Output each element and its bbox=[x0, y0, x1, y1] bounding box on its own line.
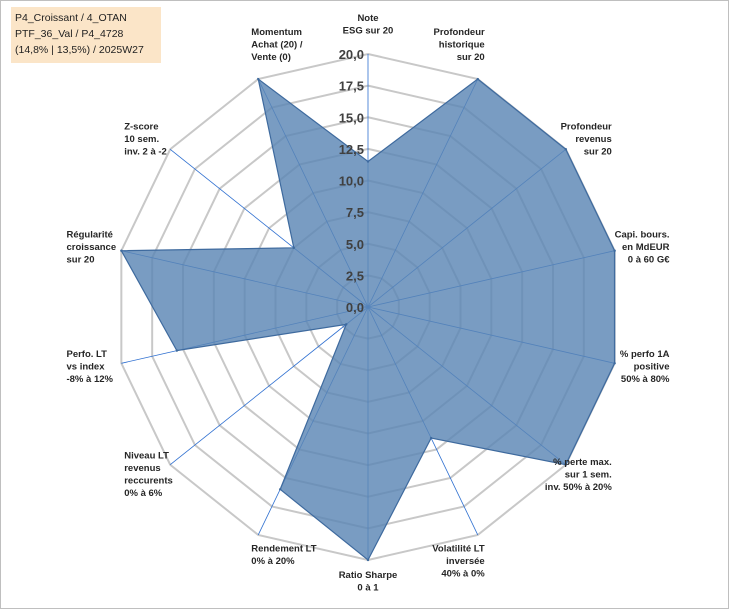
category-label: ESG sur 20 bbox=[343, 26, 394, 37]
category-label: Z-score bbox=[124, 122, 158, 133]
data-point bbox=[429, 436, 433, 440]
category-label: Achat (20) / bbox=[251, 40, 303, 51]
data-point bbox=[564, 463, 568, 466]
data-point bbox=[564, 148, 568, 151]
category-label: Niveau LT bbox=[124, 451, 169, 462]
category-label: croissance bbox=[66, 242, 116, 253]
tick-label: 2,5 bbox=[346, 268, 364, 283]
category-label: Rendement LT bbox=[251, 543, 316, 554]
category-label: Profondeur bbox=[434, 27, 485, 38]
category-label: inv. 50% à 20% bbox=[545, 482, 612, 493]
category-label: historique bbox=[439, 40, 485, 51]
data-point bbox=[613, 249, 616, 252]
category-label: % perte max. bbox=[553, 457, 612, 468]
title-line-3: (14,8% | 13,5%) / 2025W27 bbox=[15, 44, 144, 56]
category-label: sur 20 bbox=[584, 147, 612, 158]
category-label: vs index bbox=[66, 362, 105, 373]
axis-spoke bbox=[169, 306, 369, 466]
tick-label: 15,0 bbox=[339, 110, 364, 125]
category-label: sur 20 bbox=[66, 254, 94, 265]
category-label: -8% à 12% bbox=[66, 374, 113, 385]
category-label: Volatilité LT bbox=[432, 543, 485, 554]
radar-series bbox=[120, 77, 616, 562]
category-label: Profondeur bbox=[561, 122, 612, 133]
category-label: Note bbox=[357, 13, 378, 24]
category-label: positive bbox=[634, 362, 670, 373]
category-label: 0% à 6% bbox=[124, 488, 163, 499]
tick-label: 17,5 bbox=[339, 79, 364, 94]
category-label: 0 à 1 bbox=[357, 583, 379, 594]
data-point bbox=[175, 349, 179, 352]
data-point bbox=[366, 558, 370, 562]
category-label: reccurents bbox=[124, 476, 173, 487]
category-label: revenus bbox=[124, 463, 160, 474]
data-point bbox=[345, 323, 348, 326]
category-label: inversée bbox=[446, 556, 485, 567]
category-label: sur 1 sem. bbox=[565, 469, 612, 480]
category-label: Perfo. LT bbox=[66, 349, 107, 360]
title-line-2: PTF_36_Val / P4_4728 bbox=[15, 28, 124, 40]
category-label: % perfo 1A bbox=[620, 349, 670, 360]
category-label: 50% à 80% bbox=[621, 374, 670, 385]
category-label: Capi. bours. bbox=[615, 229, 670, 240]
tick-label: 20,0 bbox=[339, 47, 364, 62]
category-label: 10 sem. bbox=[124, 134, 159, 145]
data-point bbox=[257, 77, 260, 81]
category-label: Régularité bbox=[66, 229, 112, 240]
data-point bbox=[613, 362, 616, 365]
category-label: revenus bbox=[575, 134, 611, 145]
data-point bbox=[476, 77, 479, 81]
radial-tick-labels: 0,0 2,5 5,0 7,5 10,0 12,5 15,0 17,5 20,0 bbox=[339, 47, 364, 315]
category-label: 0 à 60 G€ bbox=[628, 254, 670, 265]
category-label: Ratio Sharpe bbox=[339, 570, 398, 581]
category-label: en MdEUR bbox=[622, 242, 670, 253]
tick-label: 7,5 bbox=[346, 205, 364, 220]
category-label: 0% à 20% bbox=[251, 556, 295, 567]
data-point bbox=[278, 488, 282, 491]
category-label: Vente (0) bbox=[251, 52, 291, 63]
title-line-1: P4_Croissant / 4_OTAN bbox=[15, 12, 127, 24]
category-label: inv. 2 à -2 bbox=[124, 147, 167, 158]
data-point bbox=[366, 160, 370, 163]
data-point bbox=[292, 246, 296, 250]
data-point bbox=[120, 249, 123, 252]
chart-title-box: P4_Croissant / 4_OTAN PTF_36_Val / P4_47… bbox=[11, 7, 161, 63]
tick-label: 5,0 bbox=[346, 237, 364, 252]
tick-label: 0,0 bbox=[346, 300, 364, 315]
category-label: sur 20 bbox=[457, 52, 485, 63]
category-label: Momentum bbox=[251, 27, 302, 38]
tick-label: 12,5 bbox=[339, 142, 364, 157]
category-label: 40% à 0% bbox=[441, 568, 485, 579]
tick-label: 10,0 bbox=[339, 174, 364, 189]
